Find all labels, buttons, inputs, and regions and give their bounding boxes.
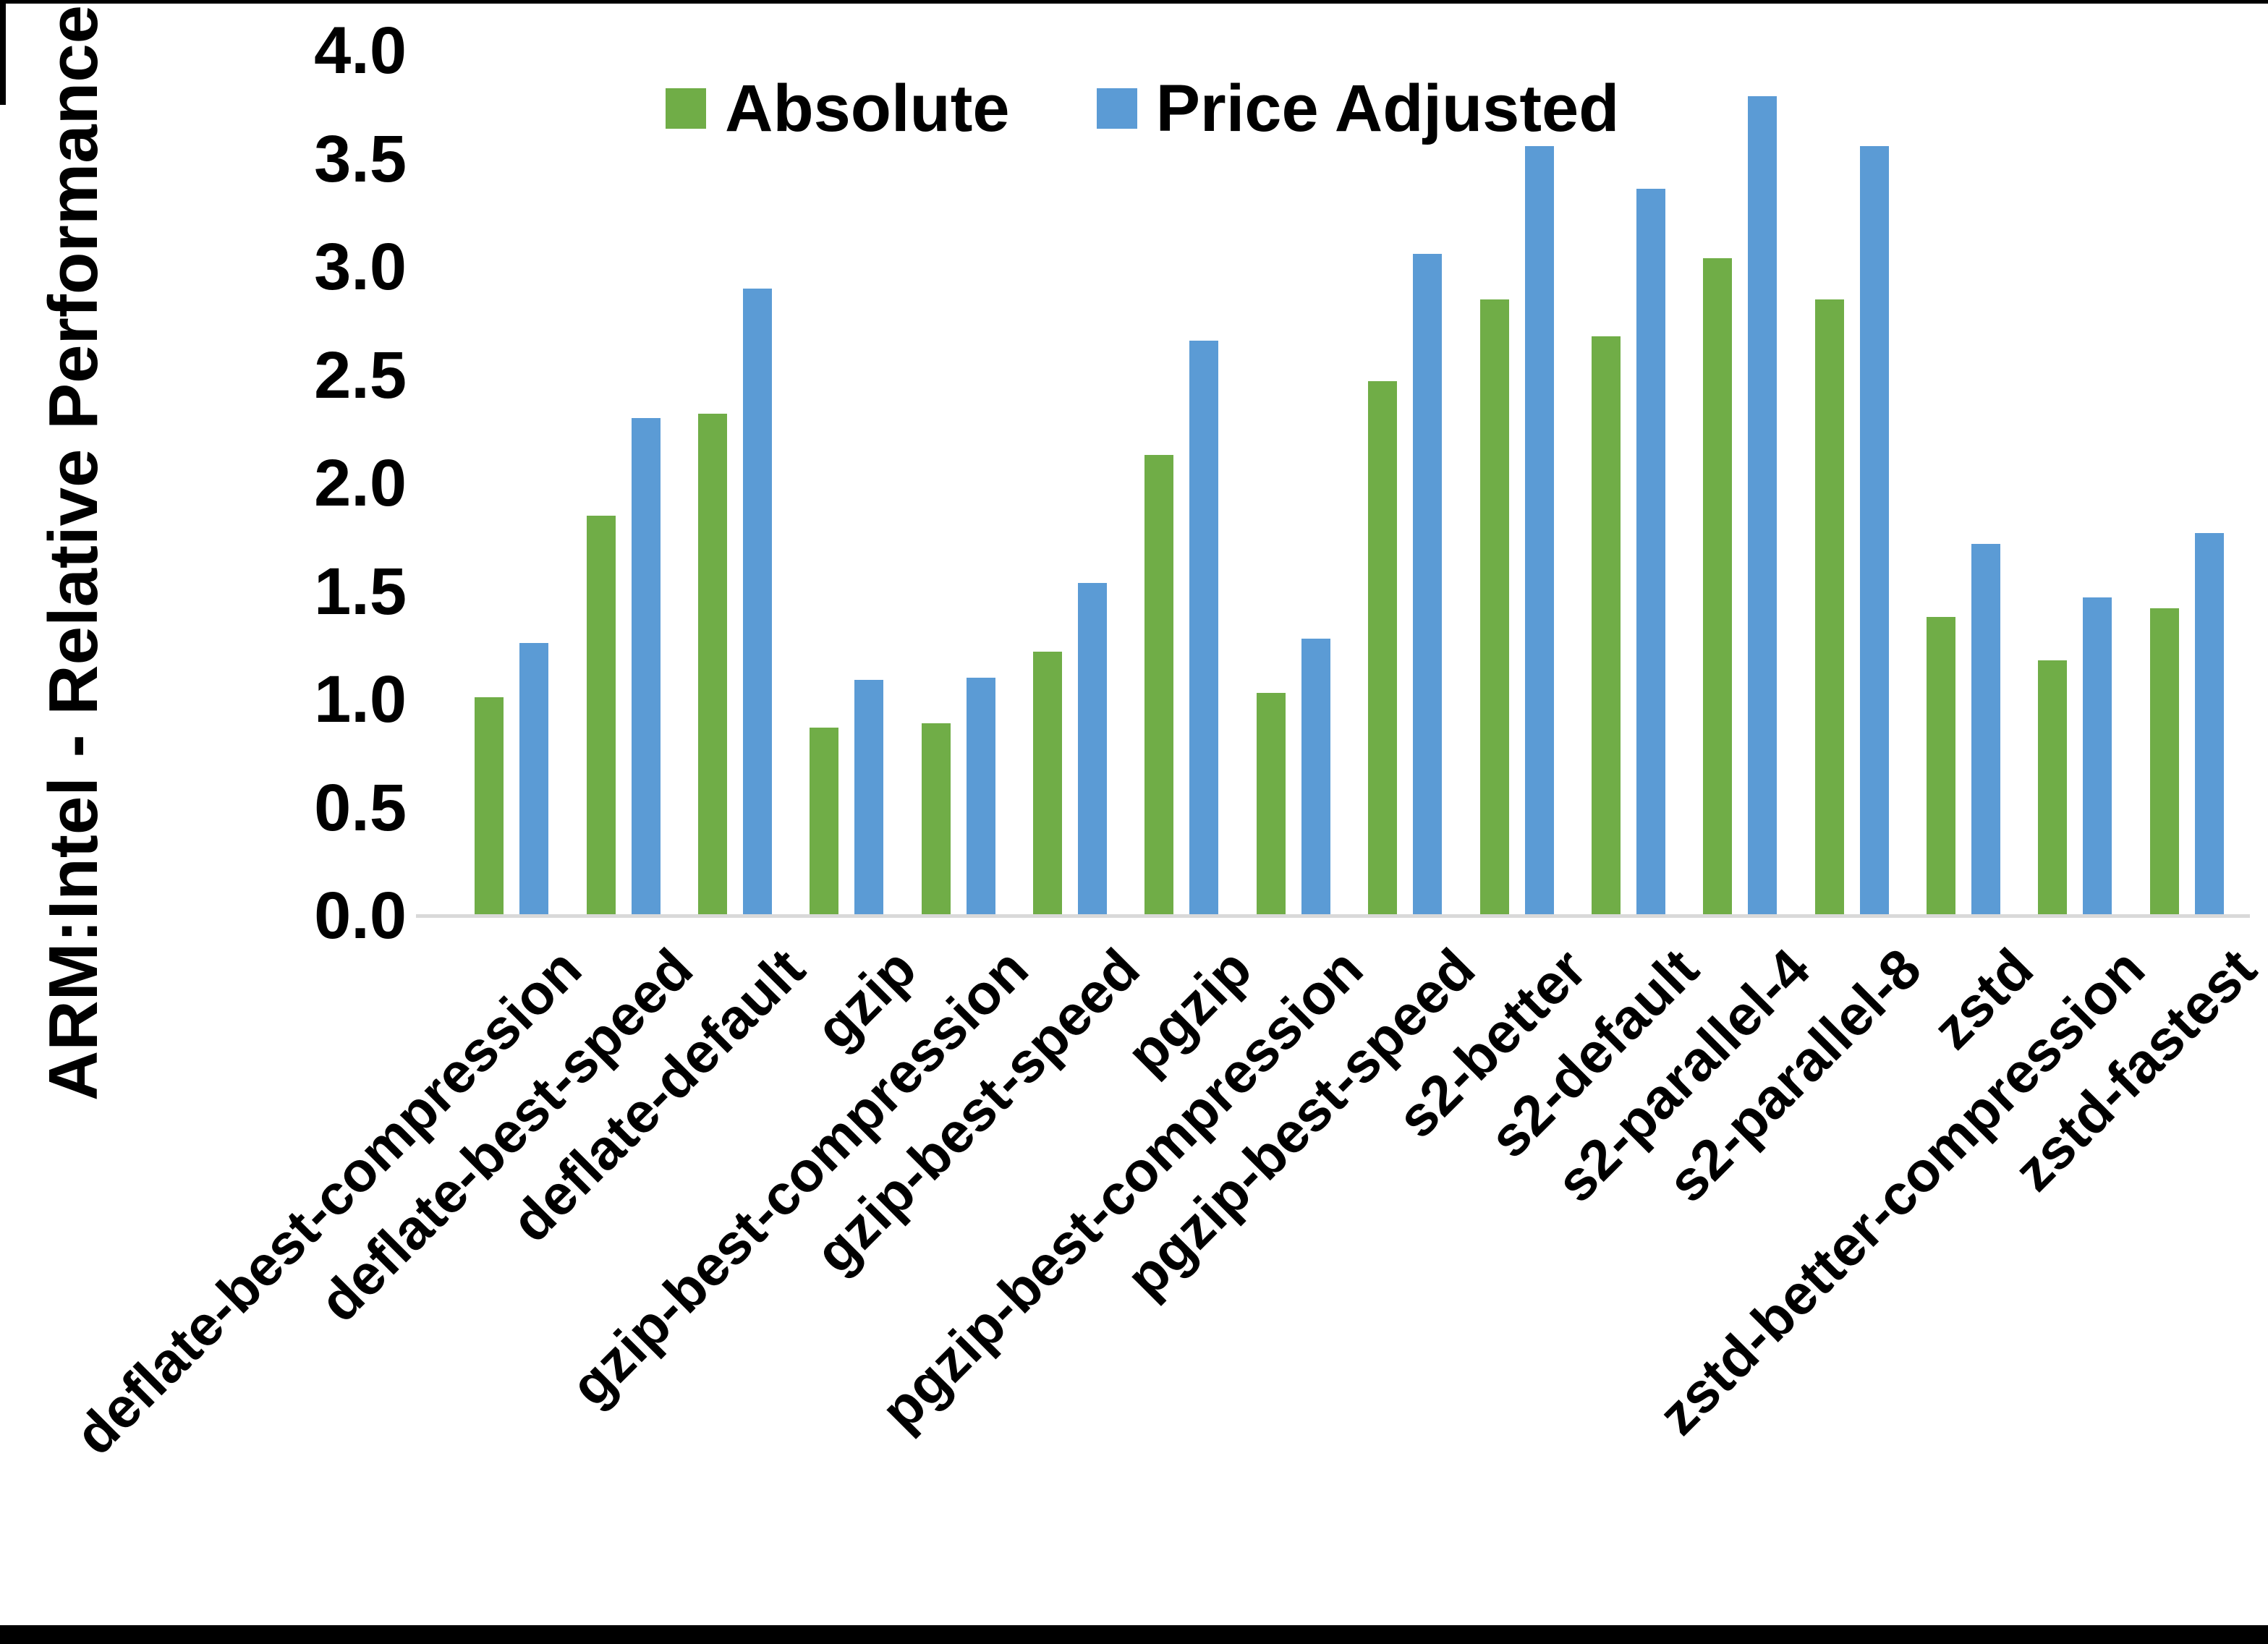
y-tick-label: 2.5 <box>314 338 407 412</box>
category-group: pgzip-best-speed <box>1113 51 1487 1309</box>
category-group: pgzip <box>1114 51 1263 1086</box>
bar-price-adjusted <box>519 643 549 916</box>
bar-absolute <box>2038 660 2068 916</box>
category-group: s2-better <box>1385 51 1598 1150</box>
legend-swatch-price-adjusted <box>1096 88 1137 129</box>
bar-absolute <box>475 697 504 916</box>
category-group: zstd <box>1908 51 2045 1061</box>
category-group: deflate-default <box>499 51 817 1254</box>
bar-price-adjusted <box>1636 189 1665 916</box>
bar-absolute <box>810 727 839 916</box>
y-axis-title: ARM:Intel - Relative Performance <box>35 4 112 1101</box>
legend-label-absolute: Absolute <box>725 72 1010 145</box>
category-group: gzip-best-compression <box>558 51 1040 1418</box>
category-group: zstd-better-compression <box>1646 51 2157 1447</box>
legend-item-price-adjusted: Price Adjusted <box>1096 72 1620 145</box>
y-tick-label: 0.5 <box>314 770 407 845</box>
category-group: s2-parallel-8 <box>1655 51 1933 1214</box>
legend-item-absolute: Absolute <box>666 72 1010 145</box>
bar-absolute <box>1033 652 1063 916</box>
bar-price-adjusted <box>854 680 884 916</box>
y-tick-label: 0.0 <box>314 879 407 953</box>
category-group: s2-parallel-4 <box>1544 51 1822 1214</box>
bar-absolute <box>1479 299 1509 916</box>
bar-price-adjusted <box>2194 532 2224 916</box>
category-group: gzip-best-speed <box>803 51 1152 1285</box>
bar-absolute <box>586 515 616 916</box>
category-group: zstd-fastest <box>2002 51 2268 1203</box>
bar-price-adjusted <box>1748 95 1778 916</box>
y-tick-label: 1.5 <box>314 554 407 629</box>
bar-price-adjusted <box>1971 543 2001 916</box>
y-tick-label: 2.0 <box>314 446 407 520</box>
top-border-line <box>0 0 2268 4</box>
bar-absolute <box>1703 258 1733 916</box>
bar-price-adjusted <box>1413 254 1443 916</box>
y-tick-label: 3.0 <box>314 230 407 304</box>
bar-absolute <box>2149 608 2179 916</box>
y-tick-label: 4.0 <box>314 14 407 88</box>
bar-groups: deflate-best-compression deflate-best-spe… <box>63 51 2268 1467</box>
bottom-border-bar <box>0 1625 2268 1644</box>
bar-price-adjusted <box>1189 340 1219 916</box>
category-group: s2-default <box>1477 51 1710 1170</box>
y-tick-label: 1.0 <box>314 663 407 736</box>
plot-area: 4.0 3.5 3.0 2.5 2.0 1.5 1.0 0.5 0.0 deflate-best… <box>63 17 2268 1467</box>
category-group: pgzip-best-compression <box>869 51 1375 1442</box>
bar-price-adjusted <box>966 678 995 916</box>
bar-price-adjusted <box>1301 639 1330 916</box>
bar-absolute <box>921 723 951 916</box>
bar-absolute <box>697 414 727 916</box>
legend: Absolute Price Adjusted <box>666 72 1619 145</box>
bar-price-adjusted <box>742 288 772 916</box>
bar-absolute <box>1368 381 1398 916</box>
bar-absolute <box>1256 693 1286 916</box>
bar-absolute <box>1814 299 1844 916</box>
legend-swatch-absolute <box>666 88 706 129</box>
bar-price-adjusted <box>2083 597 2112 916</box>
left-border-fragment <box>0 0 6 105</box>
bar-price-adjusted <box>1524 145 1554 916</box>
bar-absolute <box>1927 617 1956 916</box>
category-group: deflate-best-compression <box>63 51 593 1467</box>
category-group: deflate-best-speed <box>307 51 705 1334</box>
legend-label-price-adjusted: Price Adjusted <box>1155 72 1620 145</box>
x-axis-line <box>416 914 2250 918</box>
y-tick-label: 3.5 <box>314 122 407 196</box>
bar-absolute <box>1144 455 1174 916</box>
category-group: gzip <box>791 51 928 1061</box>
bar-absolute <box>1591 336 1621 916</box>
bar-price-adjusted <box>1859 145 1889 916</box>
bar-price-adjusted <box>1078 582 1108 916</box>
bar-price-adjusted <box>631 418 661 916</box>
